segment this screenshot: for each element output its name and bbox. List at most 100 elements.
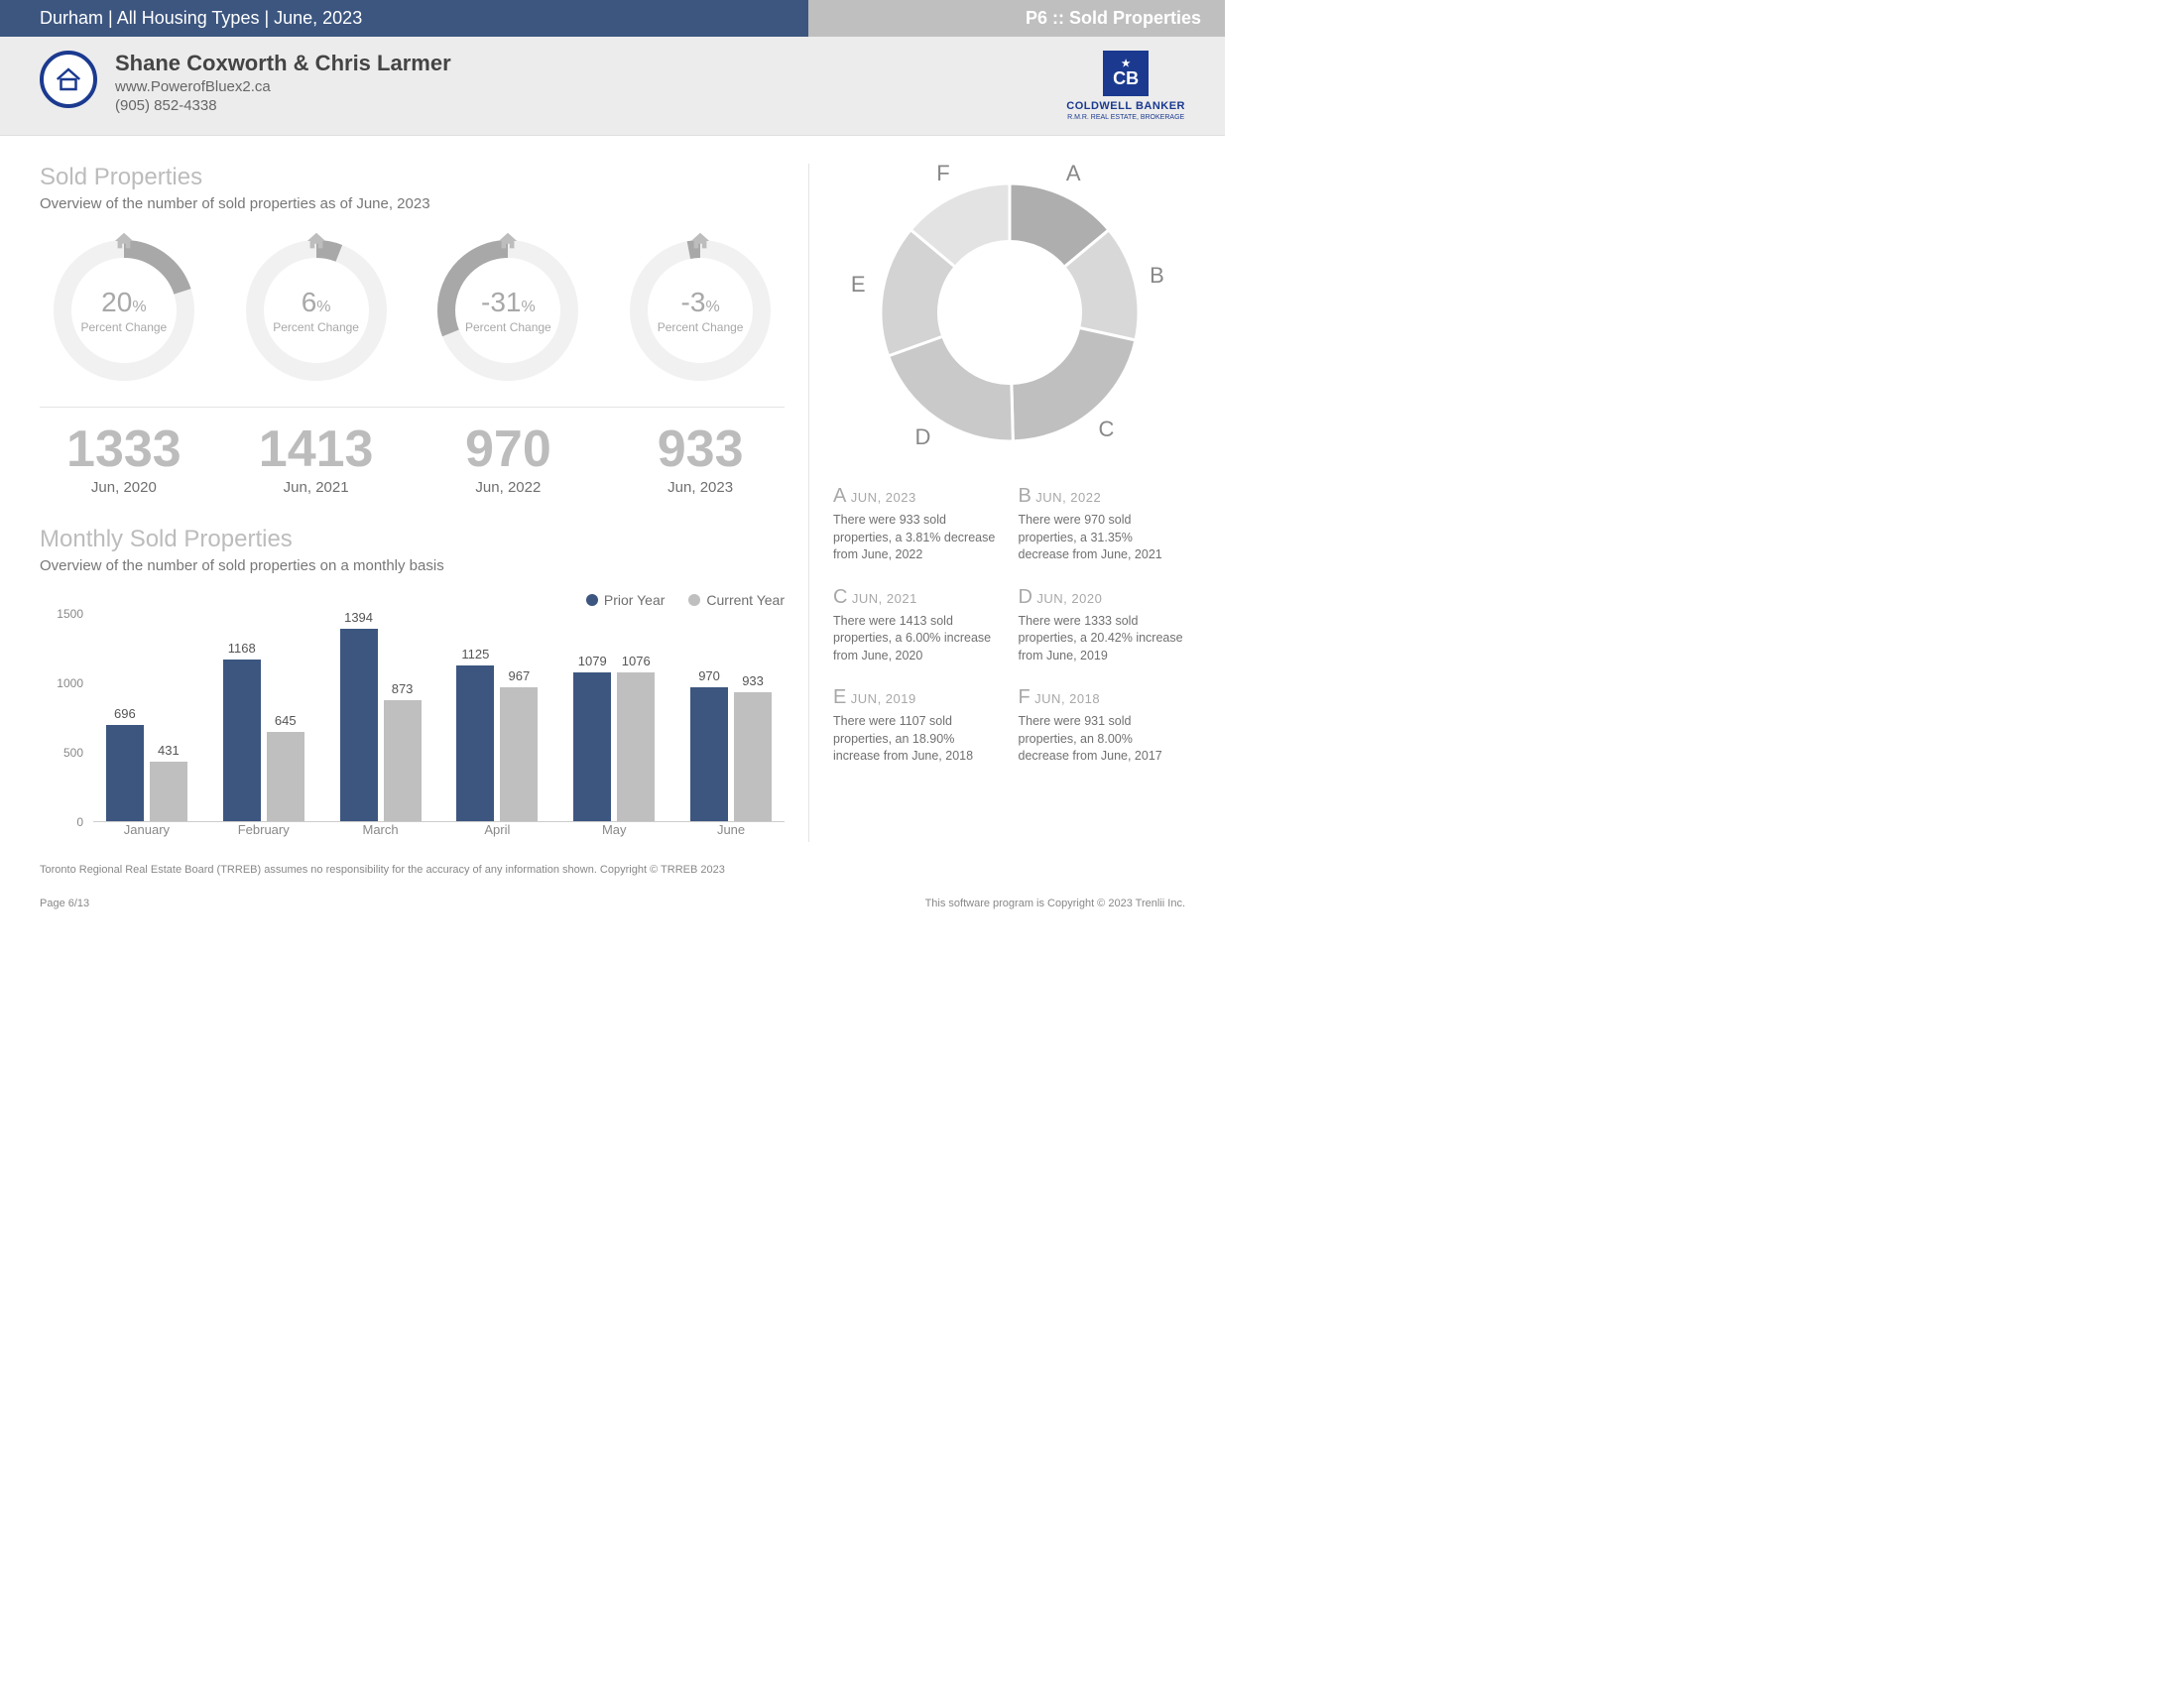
bar-current: 1076 — [617, 672, 655, 821]
donut-label: C — [1098, 417, 1114, 442]
year-grid-item: D JUN, 2020 There were 1333 sold propert… — [1019, 586, 1186, 665]
top-bar-left: Durham | All Housing Types | June, 2023 — [0, 0, 808, 37]
year-grid-head: E JUN, 2019 — [833, 686, 1001, 709]
bar-value: 431 — [158, 743, 180, 758]
donut-label: F — [936, 161, 949, 186]
x-label: May — [560, 822, 667, 842]
year-grid: A JUN, 2023 There were 933 sold properti… — [833, 485, 1185, 766]
count-date: Jun, 2020 — [40, 479, 208, 496]
gauge-label: Percent Change — [81, 320, 168, 334]
count-cell: 1333 Jun, 2020 — [40, 423, 208, 496]
count-value: 933 — [616, 423, 785, 475]
year-grid-body: There were 931 sold properties, an 8.00%… — [1019, 713, 1186, 766]
year-grid-body: There were 1333 sold properties, a 20.42… — [1019, 613, 1186, 665]
count-date: Jun, 2022 — [425, 479, 593, 496]
y-tick: 500 — [40, 746, 83, 760]
gauge-label: Percent Change — [465, 320, 551, 334]
gauge-label: Percent Change — [658, 320, 744, 334]
y-tick: 1500 — [40, 607, 83, 621]
month-group: 1168645 — [210, 614, 317, 821]
donut-chart: ABCDEF — [861, 164, 1158, 461]
agent-logo-icon — [40, 51, 97, 108]
legend-prior-label: Prior Year — [604, 592, 665, 608]
count-cell: 970 Jun, 2022 — [425, 423, 593, 496]
bar-prior: 1394 — [340, 629, 378, 821]
x-label: February — [210, 822, 317, 842]
gauge-cell: -31% Percent Change — [425, 236, 593, 385]
agent-name: Shane Coxworth & Chris Larmer — [115, 51, 451, 76]
bar-current: 431 — [150, 762, 187, 821]
donut-label: E — [851, 272, 866, 298]
bar-prior: 1079 — [573, 672, 611, 821]
bar-current: 967 — [500, 687, 538, 821]
bar-current: 933 — [734, 692, 772, 821]
count-value: 970 — [425, 423, 593, 475]
year-grid-body: There were 1413 sold properties, a 6.00%… — [833, 613, 1001, 665]
gauge-cell: 6% Percent Change — [232, 236, 401, 385]
year-grid-head: A JUN, 2023 — [833, 485, 1001, 508]
year-grid-body: There were 933 sold properties, a 3.81% … — [833, 512, 1001, 564]
x-label: June — [677, 822, 785, 842]
section2-sub: Overview of the number of sold propertie… — [40, 557, 785, 574]
top-bar: Durham | All Housing Types | June, 2023 … — [0, 0, 1225, 37]
bar-value: 645 — [275, 713, 297, 728]
bar-plot: 6964311168645139487311259671079107697093… — [93, 614, 785, 822]
section1-sub: Overview of the number of sold propertie… — [40, 195, 785, 212]
footer: Toronto Regional Real Estate Board (TRRE… — [0, 864, 1225, 929]
y-tick: 1000 — [40, 676, 83, 690]
count-value: 1333 — [40, 423, 208, 475]
brand-name: COLDWELL BANKER — [1066, 100, 1185, 112]
month-group: 696431 — [93, 614, 200, 821]
gauge-cell: 20% Percent Change — [40, 236, 208, 385]
bar-value: 1079 — [578, 654, 607, 668]
bar-prior: 1168 — [223, 660, 261, 821]
year-grid-item: E JUN, 2019 There were 1107 sold propert… — [833, 686, 1001, 766]
y-tick: 0 — [40, 815, 83, 829]
year-grid-item: B JUN, 2022 There were 970 sold properti… — [1019, 485, 1186, 564]
footer-software: This software program is Copyright © 202… — [925, 898, 1185, 909]
legend-prior-swatch — [586, 594, 598, 606]
agent-url: www.PowerofBluex2.ca — [115, 78, 451, 95]
bar-prior: 1125 — [456, 665, 494, 821]
year-grid-body: There were 1107 sold properties, an 18.9… — [833, 713, 1001, 766]
agent-phone: (905) 852-4338 — [115, 97, 451, 114]
section2-title: Monthly Sold Properties — [40, 526, 785, 553]
x-label: January — [93, 822, 200, 842]
month-group: 1125967 — [443, 614, 550, 821]
year-grid-head: D JUN, 2020 — [1019, 586, 1186, 609]
brand-sub: R.M.R. REAL ESTATE, BROKERAGE — [1066, 114, 1185, 121]
x-label: March — [327, 822, 434, 842]
gauge-label: Percent Change — [273, 320, 359, 334]
y-axis: 050010001500 — [40, 614, 83, 822]
bar-current: 645 — [267, 732, 304, 821]
header-band: Shane Coxworth & Chris Larmer www.Powero… — [0, 37, 1225, 136]
count-date: Jun, 2023 — [616, 479, 785, 496]
bar-value: 970 — [698, 668, 720, 683]
bar-value: 873 — [392, 681, 414, 696]
x-axis-labels: January February March April May June — [93, 822, 785, 842]
footer-page: Page 6/13 — [40, 898, 89, 909]
gauge-value: -3% — [681, 287, 720, 318]
count-value: 1413 — [232, 423, 401, 475]
count-date: Jun, 2021 — [232, 479, 401, 496]
bar-value: 933 — [742, 673, 764, 688]
bar-prior: 970 — [690, 687, 728, 821]
bar-value: 1125 — [461, 647, 489, 662]
bar-value: 967 — [509, 668, 531, 683]
bar-value: 696 — [114, 706, 136, 721]
bar-current: 873 — [384, 700, 422, 821]
x-label: April — [443, 822, 550, 842]
year-grid-head: F JUN, 2018 — [1019, 686, 1186, 709]
bar-prior: 696 — [106, 725, 144, 821]
donut-label: A — [1066, 161, 1081, 186]
gauge-row: 20% Percent Change 6% Percent Change — [40, 236, 785, 408]
bar-value: 1076 — [622, 654, 651, 668]
legend-current-label: Current Year — [706, 592, 785, 608]
bar-value: 1168 — [228, 641, 256, 656]
bar-legend: Prior Year Current Year — [40, 592, 785, 608]
gauge-value: 6% — [302, 287, 331, 318]
gauge-value: 20% — [101, 287, 146, 318]
month-group: 1394873 — [327, 614, 434, 821]
section1-title: Sold Properties — [40, 164, 785, 191]
year-grid-item: A JUN, 2023 There were 933 sold properti… — [833, 485, 1001, 564]
